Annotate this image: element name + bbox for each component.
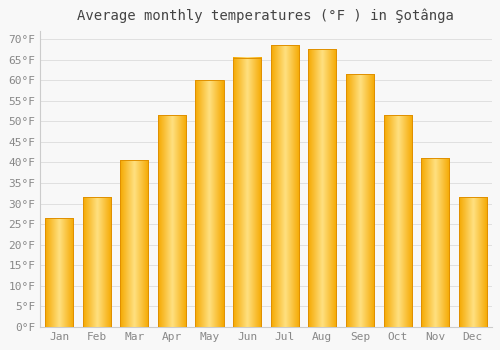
- Bar: [458, 197, 487, 327]
- Bar: [384, 115, 411, 327]
- Bar: [233, 58, 261, 327]
- Title: Average monthly temperatures (°F ) in Şotânga: Average monthly temperatures (°F ) in Şo…: [78, 8, 454, 23]
- Bar: [270, 46, 299, 327]
- Bar: [158, 115, 186, 327]
- Bar: [120, 160, 148, 327]
- Bar: [45, 218, 73, 327]
- Bar: [421, 158, 450, 327]
- Bar: [308, 49, 336, 327]
- Bar: [82, 197, 110, 327]
- Bar: [196, 80, 224, 327]
- Bar: [346, 74, 374, 327]
